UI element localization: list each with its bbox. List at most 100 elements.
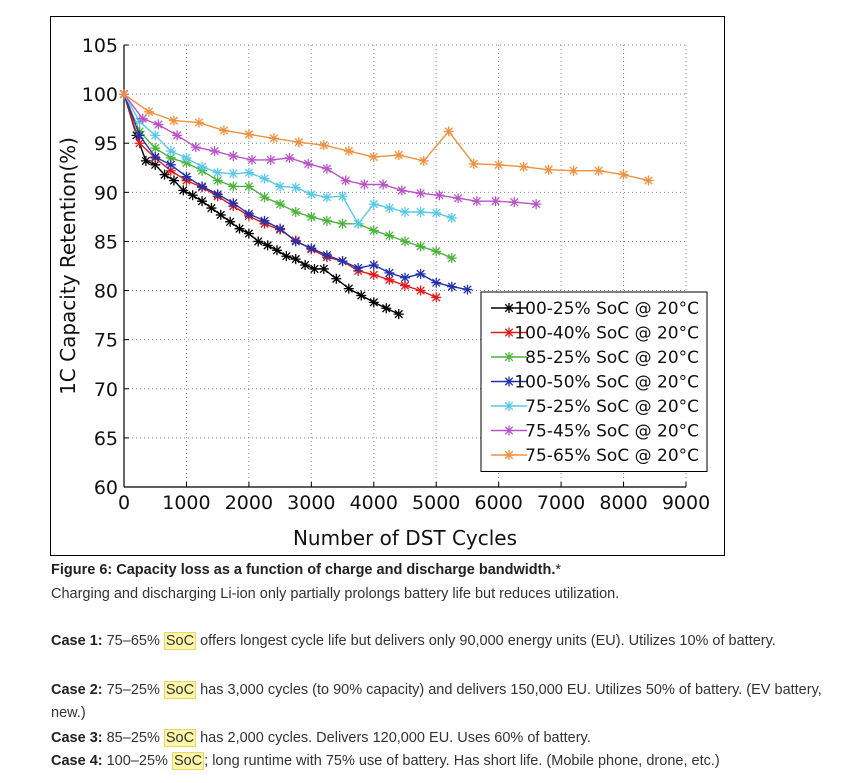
data-point [212,189,223,200]
data-point [431,246,442,257]
data-point [243,228,254,239]
data-point [418,155,429,166]
case-item: Case 4: 100–25% SoC; long runtime with 7… [51,750,831,773]
case-pre: 75–25% [102,682,164,698]
data-point [197,196,208,207]
data-point [321,250,332,261]
data-point [290,236,301,247]
data-point [153,119,164,130]
point-marker [453,193,464,204]
point-marker [215,209,226,220]
x-tick-label: 9000 [662,492,710,514]
data-point [178,185,189,196]
data-point [415,188,426,199]
data-point [431,207,442,218]
point-marker [353,218,364,229]
x-tick-label: 0 [118,492,130,514]
data-point [343,146,354,157]
data-point [446,253,457,264]
data-point [359,179,370,190]
case-label: Case 1: [51,633,103,649]
legend-entry: 100-40% SoC @ 20°C [491,324,699,344]
data-point [543,164,554,175]
point-marker [243,228,254,239]
point-marker [165,165,176,176]
data-point [253,236,264,247]
data-point [431,292,442,303]
data-point [150,151,161,162]
data-point [209,146,220,157]
point-marker [275,181,286,192]
point-marker [504,425,514,436]
point-marker [415,206,426,217]
data-point [143,106,154,117]
data-point [593,165,604,176]
data-point [268,133,279,144]
point-marker [400,272,410,283]
legend-label: 75-25% SoC @ 20°C [525,397,699,417]
point-marker [168,115,179,126]
case-label: Case 2: [51,682,103,698]
y-tick-label: 100 [82,84,118,106]
data-point [343,283,354,294]
data-point [504,376,514,387]
point-marker [228,150,239,161]
legend-label: 100-40% SoC @ 20°C [514,324,699,344]
data-point [181,171,192,182]
data-point [150,143,161,154]
data-point [309,263,320,274]
data-point [243,181,254,192]
figure-caption-subtitle: Charging and discharging Li-ion only par… [51,586,620,602]
point-marker [343,283,354,294]
point-marker [415,241,426,252]
point-marker [284,152,295,163]
point-marker [178,185,189,196]
series-line [123,93,649,182]
case-label: Case 4: [51,753,103,769]
data-point [453,193,464,204]
case-label: Case 3: [51,730,103,746]
data-point [197,161,208,172]
point-marker [168,175,179,186]
data-point [446,281,457,292]
data-point [434,190,445,201]
point-marker [150,130,161,141]
search-highlight: SoC [163,681,197,699]
point-marker [518,161,529,172]
point-marker [193,117,204,128]
point-marker [137,113,148,124]
point-marker [228,198,239,209]
point-marker [265,154,276,165]
data-point [300,260,311,271]
data-point [228,181,239,192]
point-marker [243,208,254,219]
point-marker [381,303,392,314]
data-point [368,151,379,162]
data-point [356,290,367,301]
data-point [193,117,204,128]
data-point [368,269,379,280]
point-marker [431,277,442,288]
data-point [504,425,514,436]
point-marker [259,215,270,226]
legend-entry: 75-25% SoC @ 20°C [491,397,699,417]
point-marker [212,167,223,178]
data-point [234,223,245,234]
point-marker [415,268,426,279]
legend: 100-25% SoC @ 20°C 100-40% SoC @ 20°C 85-2… [480,291,708,472]
point-marker [504,450,514,460]
point-marker [443,126,454,137]
axis-layer: 0 1000 2000 3000 4000 5000 6000 7000 8000 9000 60 6… [56,35,710,550]
point-marker [159,169,170,180]
series [119,89,442,303]
data-point [400,236,410,247]
data-point [504,303,514,313]
data-point [293,137,304,148]
point-marker [368,199,379,210]
point-marker [446,281,457,292]
data-point [228,198,239,209]
data-point [384,230,395,241]
data-point [215,209,226,220]
data-point [271,245,282,256]
series-line [123,93,453,226]
